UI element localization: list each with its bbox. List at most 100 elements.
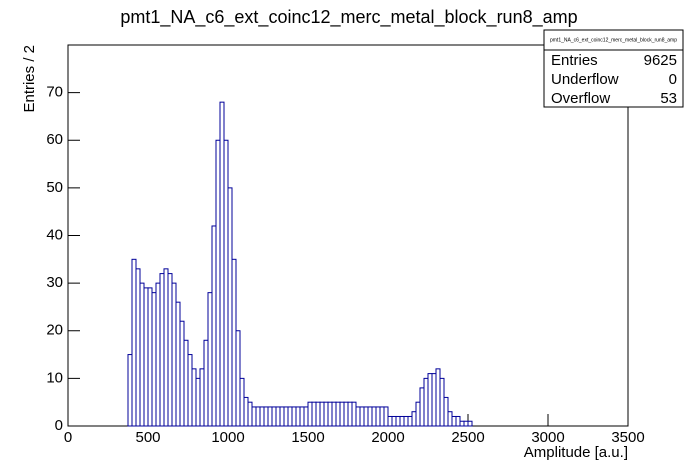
bin [291, 406, 297, 427]
bin [263, 406, 269, 427]
stats-value: 9625 [644, 52, 677, 69]
bin [327, 401, 333, 427]
bin [395, 415, 401, 427]
bin [167, 273, 173, 427]
bin [363, 406, 369, 427]
bin [279, 406, 285, 427]
bin [419, 387, 425, 427]
bin [451, 415, 457, 427]
bin [127, 354, 133, 427]
bin [467, 420, 473, 427]
bin [343, 401, 349, 427]
y-tick-label: 40 [46, 226, 63, 243]
bin [347, 401, 353, 427]
x-tick-label: 3000 [531, 429, 564, 446]
bin [383, 406, 389, 427]
bin [187, 354, 193, 427]
x-tick-label: 2000 [371, 429, 404, 446]
bin [211, 225, 217, 427]
bin [171, 282, 177, 427]
bin [135, 268, 141, 427]
bin [459, 420, 465, 427]
bin [203, 339, 209, 427]
bin [295, 406, 301, 427]
bin [387, 415, 393, 427]
bin [191, 368, 197, 427]
bin [195, 377, 201, 427]
bin [287, 406, 293, 427]
stats-label: Entries [551, 52, 598, 69]
bin [247, 401, 253, 427]
x-axis-label: Amplitude [a.u.] [524, 444, 628, 461]
histogram [127, 101, 473, 427]
chart-title: pmt1_NA_c6_ext_coinc12_merc_metal_block_… [120, 7, 577, 28]
y-tick-label: 30 [46, 274, 63, 291]
bin [335, 401, 341, 427]
bin [423, 377, 429, 427]
bin [159, 273, 165, 427]
bin [139, 282, 145, 427]
bin [207, 292, 213, 427]
y-tick-label: 60 [46, 131, 63, 148]
bin [259, 406, 265, 427]
stats-box: pmt1_NA_c6_ext_coinc12_merc_metal_block_… [543, 29, 684, 108]
stats-label: Overflow [551, 90, 610, 107]
bin [355, 406, 361, 427]
bin [251, 406, 257, 427]
bin [179, 320, 185, 427]
bin [359, 406, 365, 427]
bin [319, 401, 325, 427]
bin [379, 406, 385, 427]
stats-title: pmt1_NA_c6_ext_coinc12_merc_metal_block_… [550, 37, 677, 43]
bin [367, 406, 373, 427]
bin [183, 339, 189, 427]
bin [155, 282, 161, 427]
bin [323, 401, 329, 427]
bin [147, 287, 153, 427]
bin [131, 258, 137, 427]
bin [303, 406, 309, 427]
bin [267, 406, 273, 427]
x-tick-label: 3500 [611, 429, 644, 446]
x-tick-label: 1500 [291, 429, 324, 446]
bin [431, 373, 437, 427]
bin [143, 287, 149, 427]
bin [371, 406, 377, 427]
y-tick-label: 50 [46, 179, 63, 196]
y-tick-label: 20 [46, 322, 63, 339]
stats-frame [543, 29, 684, 108]
x-tick-label: 1000 [211, 429, 244, 446]
bin [151, 292, 157, 427]
bin [391, 415, 397, 427]
bin [307, 401, 313, 427]
bin [427, 373, 433, 427]
bin [403, 415, 409, 427]
x-tick-label: 0 [64, 429, 72, 446]
bin [407, 415, 413, 427]
bin [331, 401, 337, 427]
bin [163, 268, 169, 427]
bin [411, 411, 417, 427]
bin [215, 139, 221, 427]
bin [299, 406, 305, 427]
bin [199, 368, 205, 427]
bin [435, 368, 441, 427]
stats-value: 53 [660, 90, 677, 107]
bin [375, 406, 381, 427]
bin [175, 301, 181, 427]
bin [219, 101, 225, 427]
bin [455, 415, 461, 427]
y-axis-label: Entries / 2 [21, 45, 38, 113]
bin [243, 396, 249, 427]
bin [239, 377, 245, 427]
bin [315, 401, 321, 427]
bin [271, 406, 277, 427]
bin [311, 401, 317, 427]
bin [235, 330, 241, 427]
x-tick-label: 500 [135, 429, 160, 446]
bin [443, 396, 449, 427]
bin [439, 377, 445, 427]
y-tick-label: 0 [55, 417, 63, 434]
x-tick-label: 2500 [451, 429, 484, 446]
